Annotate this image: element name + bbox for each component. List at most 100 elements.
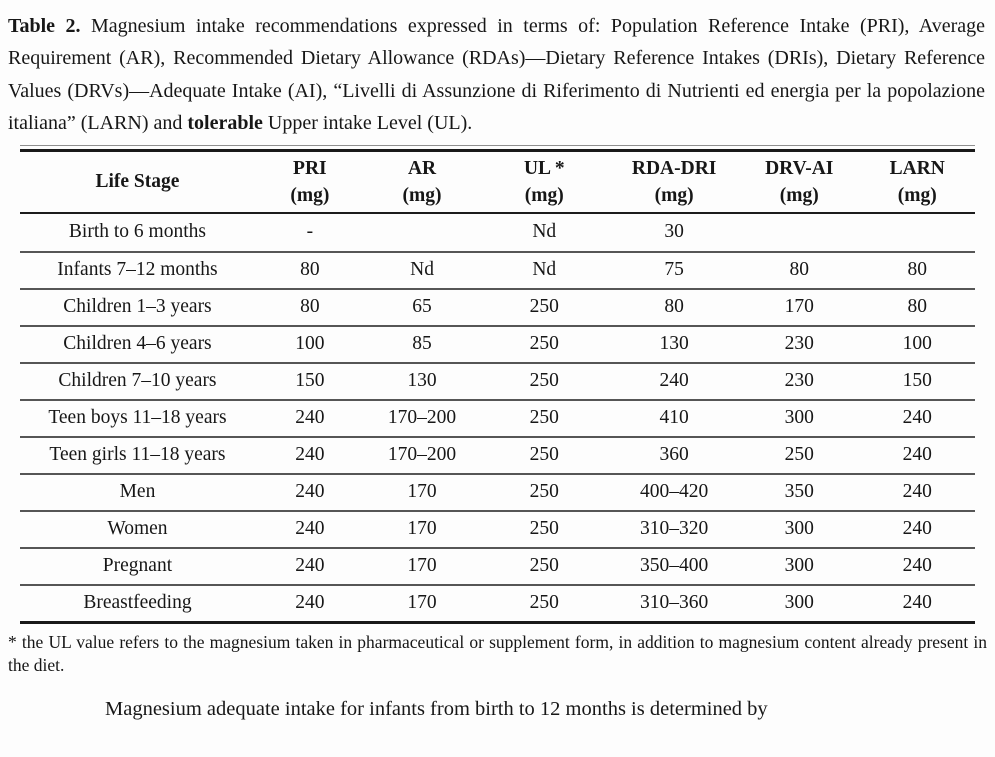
column-header-life-stage: Life Stage [20,152,255,214]
value-cell: 250 [479,509,610,547]
value-cell: 310–320 [609,509,740,547]
value-cell: 65 [364,287,480,325]
table-row: Teen girls 11–18 years 240 170–200 250 3… [20,435,975,473]
table-row: Pregnant 240 170 250 350–400 300 240 [20,546,975,584]
value-cell: 400–420 [609,472,740,510]
table-caption: Table 2. Magnesium intake recommendation… [0,0,995,140]
value-cell: 350–400 [609,546,740,584]
value-cell: 300 [739,546,860,584]
value-cell: 250 [479,435,610,473]
column-header-ar: AR (mg) [364,152,480,214]
value-cell: 410 [609,398,740,436]
table-row: Infants 7–12 months 80 Nd Nd 75 80 80 [20,250,975,288]
column-header-ul: UL * (mg) [479,152,610,214]
value-cell: 240 [254,509,365,547]
value-cell: 230 [739,324,860,362]
table-header-row: Life Stage PRI (mg) AR (mg) UL * (mg) [20,152,975,214]
value-cell: 240 [859,583,975,621]
table-caption-label: Table 2. [8,15,81,37]
value-cell: 130 [364,361,480,399]
value-cell: 130 [609,324,740,362]
table-row: Teen boys 11–18 years 240 170–200 250 41… [20,398,975,436]
table-row: Men 240 170 250 400–420 350 240 [20,472,975,510]
table-row: Children 4–6 years 100 85 250 130 230 10… [20,324,975,362]
column-header-pri: PRI (mg) [254,152,365,214]
table-row: Women 240 170 250 310–320 300 240 [20,509,975,547]
value-cell: 360 [609,435,740,473]
value-cell: 240 [859,509,975,547]
value-cell: 240 [254,435,365,473]
value-cell: 100 [859,324,975,362]
value-cell [365,214,480,251]
value-cell: 85 [364,324,480,362]
value-cell: 250 [479,287,610,325]
value-cell: 240 [859,435,975,473]
table-row: Birth to 6 months - Nd 30 [20,214,975,251]
value-cell: 80 [739,250,860,288]
column-header-rda-dri: RDA-DRI (mg) [609,152,740,214]
life-stage-cell: Men [20,472,255,510]
value-cell: 250 [479,546,610,584]
value-cell: 80 [859,250,975,288]
life-stage-cell: Teen girls 11–18 years [20,435,255,473]
value-cell: 75 [609,250,740,288]
value-cell: 170 [364,546,480,584]
value-cell: 80 [254,250,365,288]
value-cell: 80 [254,287,365,325]
magnesium-recommendations-table: Life Stage PRI (mg) AR (mg) UL * (mg) [20,144,975,624]
value-cell: Nd [532,221,557,243]
value-cell: - [306,221,314,243]
life-stage-cell: Teen boys 11–18 years [20,398,255,436]
value-cell: Nd [479,250,610,288]
value-cell: 300 [739,509,860,547]
value-cell: 250 [479,361,610,399]
table-row: Children 7–10 years 150 130 250 240 230 … [20,361,975,399]
value-cell: 250 [479,398,610,436]
value-cell: 170–200 [364,435,480,473]
body-paragraph: Magnesium adequate intake for infants fr… [105,697,768,720]
value-cell: 300 [739,583,860,621]
value-cell: 170 [364,583,480,621]
value-cell: 170 [364,509,480,547]
column-header-drv-ai: DRV-AI (mg) [739,152,860,214]
value-cell: 150 [859,361,975,399]
life-stage-cell: Pregnant [20,546,255,584]
life-stage-cell: Children 1–3 years [20,287,255,325]
value-cell: 170 [739,287,860,325]
table-caption-bold-word: tolerable [187,112,263,135]
value-cell [859,214,975,251]
life-stage-cell: Birth to 6 months [68,221,206,243]
value-cell: 240 [254,472,365,510]
value-cell: 300 [739,398,860,436]
value-cell: 150 [254,361,365,399]
value-cell: 240 [859,398,975,436]
value-cell: 250 [739,435,860,473]
table-row: Breastfeeding 240 170 250 310–360 300 24… [20,583,975,621]
table-footnote: * the UL value refers to the magnesium t… [8,631,987,677]
value-cell: 240 [254,583,365,621]
value-cell: 250 [479,472,610,510]
value-cell: 310–360 [609,583,740,621]
value-cell: 240 [254,546,365,584]
column-header-larn: LARN (mg) [859,152,975,214]
value-cell: 170–200 [364,398,480,436]
life-stage-cell: Children 4–6 years [20,324,255,362]
value-cell: 100 [254,324,365,362]
value-cell: 170 [364,472,480,510]
table-row: Children 1–3 years 80 65 250 80 170 80 [20,287,975,325]
table-footnote-text: * the UL value refers to the magnesium t… [8,631,987,675]
value-cell: 240 [859,546,975,584]
table-caption-text: Magnesium intake recommendations express… [8,15,986,135]
value-cell: Nd [364,250,480,288]
value-cell: 350 [739,472,860,510]
value-cell: 240 [254,398,365,436]
life-stage-cell: Children 7–10 years [20,361,255,399]
value-cell: 30 [664,221,684,243]
value-cell: 230 [739,361,860,399]
life-stage-cell: Infants 7–12 months [20,250,255,288]
table-caption-text-end: Upper intake Level (UL). [267,112,473,135]
life-stage-cell: Breastfeeding [20,583,255,621]
value-cell: 240 [859,472,975,510]
value-cell: 250 [479,583,610,621]
